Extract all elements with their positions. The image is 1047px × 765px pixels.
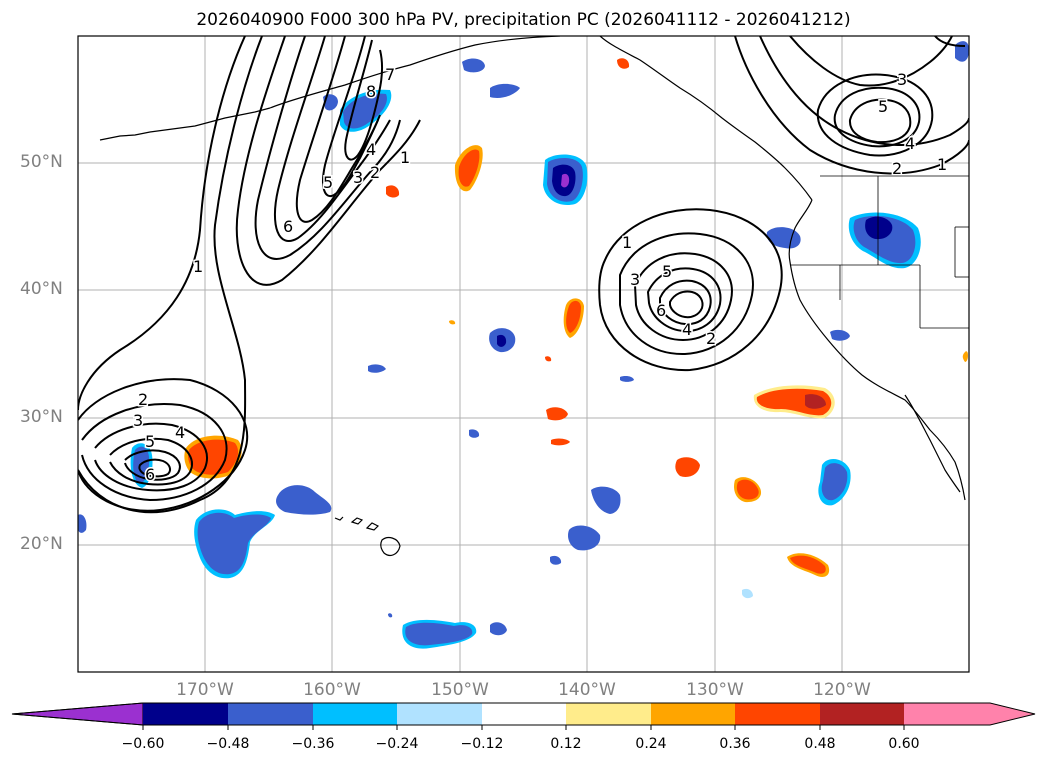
pv-label: 1 [622,233,632,252]
map-frame [77,35,970,673]
pv-label: 8 [366,82,376,101]
pv-label: 5 [323,173,333,192]
pv-label: 4 [175,423,185,442]
colorbar-bin [397,703,482,725]
colorbar-bin [313,703,397,725]
colorbar-extend-low [11,702,144,726]
map-area [78,36,969,672]
map-title: 2026040900 F000 300 hPa PV, precipitatio… [196,10,851,30]
colorbar-tick-label: 0.48 [804,736,836,752]
lat-label: 50°N [20,152,63,172]
pv-label: 7 [385,65,395,84]
lat-label: 30°N [20,407,63,427]
colorbar-tick-label: −0.12 [460,736,504,752]
lon-label: 160°W [303,680,361,700]
pv-label: 3 [630,270,640,289]
lat-label: 40°N [20,279,63,299]
colorbar-tick-label: 0.12 [550,736,582,752]
colorbar-bin [651,703,735,725]
pv-label: 1 [400,148,410,167]
colorbar-bin [228,703,313,725]
lon-label: 140°W [558,680,616,700]
pv-label: 3 [133,411,143,430]
colorbar [11,702,1036,730]
pv-label: 2 [706,329,716,348]
lon-label: 170°W [176,680,234,700]
pv-label: 6 [283,217,293,236]
pv-label: 4 [682,320,692,339]
precip-negative-patches [78,41,969,649]
colorbar-tick-label: −0.48 [206,736,250,752]
colorbar-tick-label: −0.36 [291,736,335,752]
pv-label: 4 [905,134,915,153]
colorbar-bin [143,703,228,725]
coastlines [99,36,966,556]
pv-label: 1 [937,155,947,174]
colorbar-tick-label: −0.24 [375,736,419,752]
colorbar-tick-label: −0.60 [121,736,165,752]
pv-label: 3 [353,168,363,187]
pv-label: 4 [366,140,376,159]
colorbar-tick-label: 0.24 [635,736,667,752]
colorbar-bin [566,703,651,725]
pv-label: 5 [878,97,888,116]
colorbar-extend-high [904,703,1035,725]
pv-label: 2 [370,163,380,182]
lat-label: 20°N [20,534,63,554]
colorbar-tick-label: 0.60 [888,736,920,752]
pv-label: 5 [145,432,155,451]
pv-contour-labels: 1 2 3 4 5 6 7 8 1 2 3 4 5 6 1 2 3 4 5 6 … [132,64,949,486]
lon-label: 120°W [813,680,871,700]
political-borders [790,175,969,329]
pv-label: 6 [656,301,666,320]
pv-label: 6 [145,465,155,484]
colorbar-tick-label: 0.36 [719,736,751,752]
pv-contours [78,36,969,514]
pv-label: 2 [138,390,148,409]
pv-label: 5 [662,262,672,281]
pv-label: 1 [193,257,203,276]
lon-label: 150°W [431,680,489,700]
colorbar-bin [820,703,904,725]
pv-label: 3 [897,70,907,89]
colorbar-bin [482,703,566,725]
lon-label: 130°W [686,680,744,700]
colorbar-bin [735,703,820,725]
pv-label: 2 [892,159,902,178]
